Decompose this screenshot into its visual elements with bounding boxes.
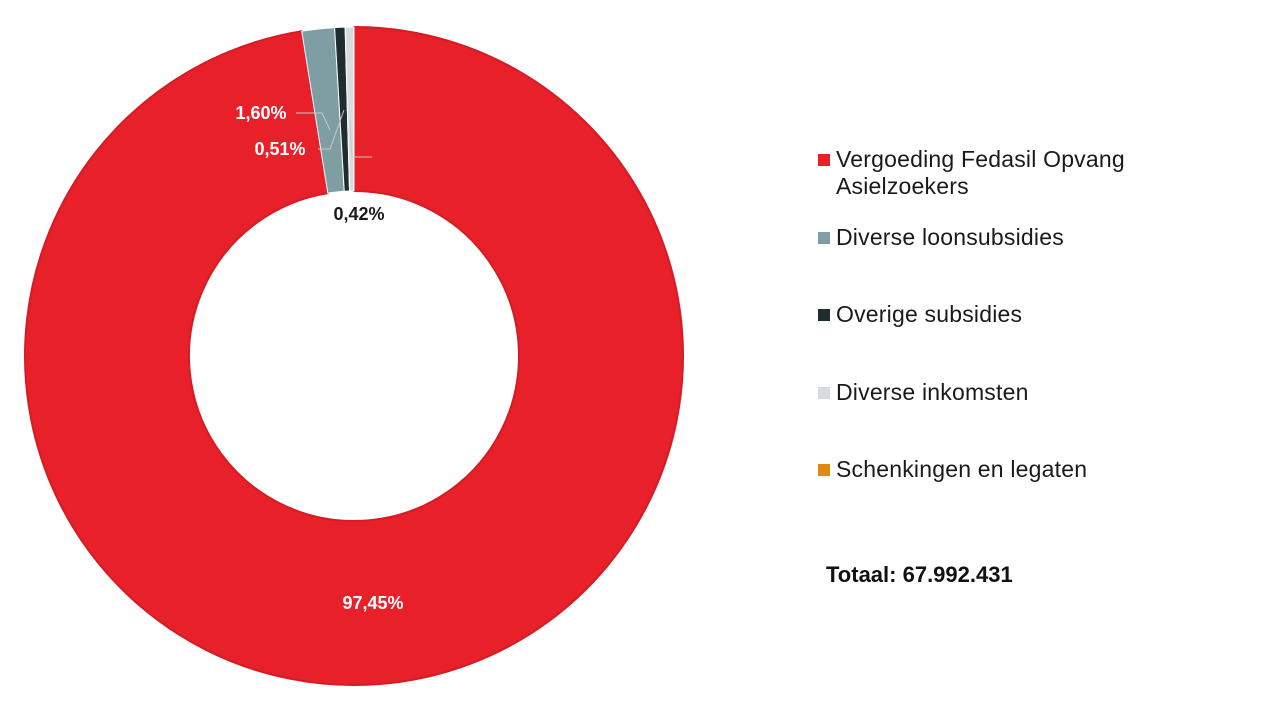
legend-swatch [818,232,830,244]
data-label-3: 0,42% [333,204,384,224]
legend-item-loonsubsidies: Diverse loonsubsidies [818,224,1064,251]
legend-swatch [818,154,830,166]
total-amount: Totaal: 67.992.431 [826,562,1013,587]
legend-item-fedasil: Vergoeding Fedasil Opvang Asielzoekers [818,146,1166,200]
legend-label: Vergoeding Fedasil Opvang Asielzoekers [836,146,1125,199]
legend-swatch [818,309,830,321]
legend-item-overige-subsidies: Overige subsidies [818,301,1022,328]
leader-line-0 [296,112,331,131]
donut-slice-0 [24,25,684,686]
data-label-4: 0,01% [379,148,430,168]
leader-line-2 [349,119,372,158]
data-label-0: 97,45% [342,593,403,613]
legend-label: Schenkingen en legaten [836,456,1088,482]
legend-swatch [818,464,830,476]
data-label-1: 1,60% [235,103,286,123]
leader-line-1 [318,109,345,150]
legend-item-diverse-inkomsten: Diverse inkomsten [818,379,1029,406]
legend-label: Diverse loonsubsidies [836,224,1064,250]
legend-swatch [818,387,830,399]
data-label-2: 0,51% [254,139,305,159]
legend-item-schenkingen: Schenkingen en legaten [818,456,1087,483]
legend-label: Overige subsidies [836,301,1023,327]
donut-chart: 97,45% 1,60% 0,51% 0,42% 0,01% [24,25,684,686]
legend-label: Diverse inkomsten [836,379,1029,405]
